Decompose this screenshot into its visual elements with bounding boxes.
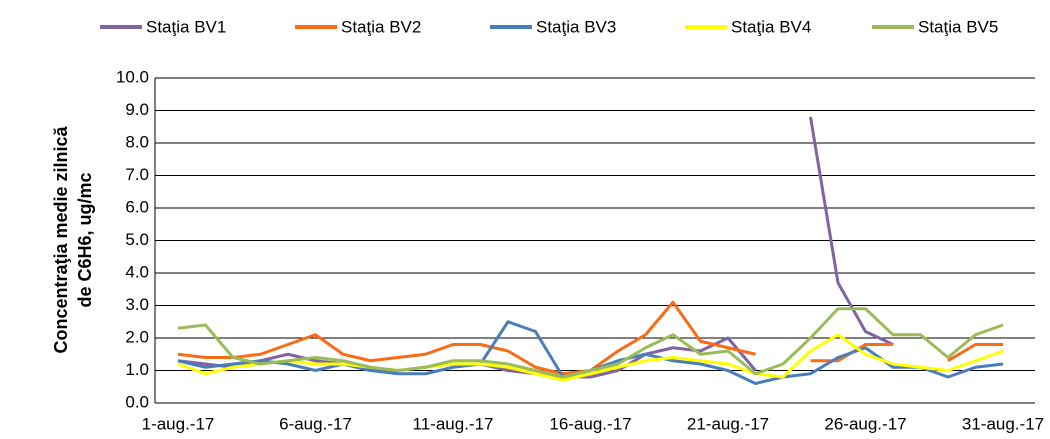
- x-tick-label: 1-aug.-17: [142, 414, 215, 433]
- y-tick-label: 3.0: [125, 295, 149, 314]
- y-tick-label: 5.0: [125, 230, 149, 249]
- y-tick-label: 4.0: [125, 262, 149, 281]
- legend-label: Staţia BV2: [341, 17, 421, 36]
- series-line: [177, 333, 1004, 382]
- y-tick-label: 1.0: [125, 360, 149, 379]
- x-tick-label: 21-aug.-17: [687, 414, 769, 433]
- legend-label: Staţia BV4: [731, 17, 811, 36]
- legend-label: Staţia BV5: [918, 17, 998, 36]
- y-tick-label: 8.0: [125, 132, 149, 151]
- y-tick-label: 7.0: [125, 165, 149, 184]
- x-tick-label: 11-aug.-17: [413, 414, 494, 433]
- y-axis-title: Concentraţia medie zilnică: [51, 125, 71, 353]
- x-tick-label: 6-aug.-17: [279, 414, 352, 433]
- y-tick-label: 0.0: [125, 392, 149, 411]
- x-tick-label: 26-aug.-17: [824, 414, 906, 433]
- y-tick-label: 2.0: [125, 327, 149, 346]
- y-tick-label: 9.0: [125, 100, 149, 119]
- legend-label: Staţia BV1: [146, 17, 226, 36]
- x-tick-label: 16-aug.-17: [549, 414, 631, 433]
- x-tick-label: 31-aug.-17: [962, 414, 1044, 433]
- y-axis-title: de C6H6, ug/mc: [75, 172, 95, 307]
- y-tick-label: 6.0: [125, 197, 149, 216]
- series-line: [177, 307, 1004, 379]
- legend-label: Staţia BV3: [536, 17, 616, 36]
- y-tick-label: 10.0: [116, 67, 149, 86]
